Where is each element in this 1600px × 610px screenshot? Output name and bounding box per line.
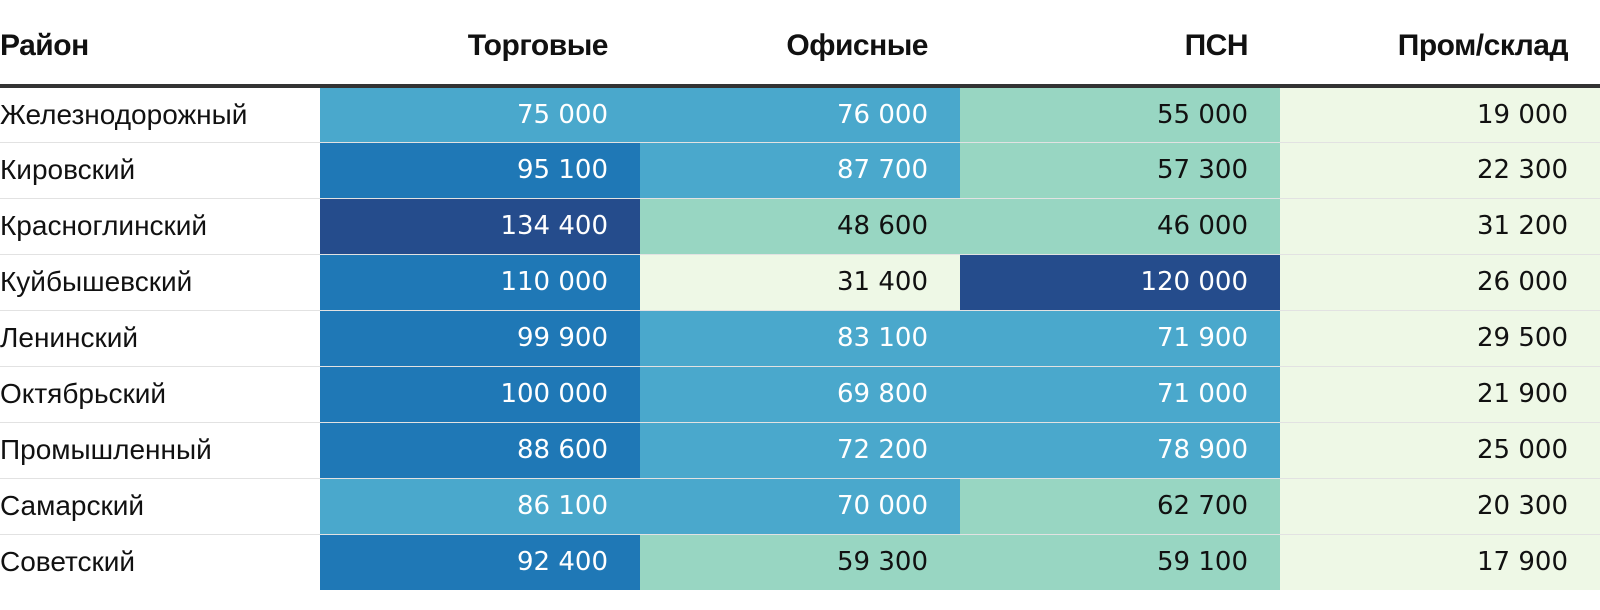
heatmap-table: Район Торговые Офисные ПСН Пром/склад Же… — [0, 0, 1600, 590]
value-cell-office: 31 400 — [640, 254, 960, 311]
district-name-cell: Октябрьский — [0, 366, 320, 423]
value-cell-psn: 78 900 — [960, 422, 1280, 479]
table-row: Красноглинский 134 400 48 600 46 000 31 200 — [0, 198, 1600, 255]
district-name-cell: Советский — [0, 534, 320, 590]
value-cell-office: 48 600 — [640, 198, 960, 255]
value-cell-psn: 59 100 — [960, 534, 1280, 590]
value-cell-retail: 100 000 — [320, 366, 640, 423]
value-cell-office: 69 800 — [640, 366, 960, 423]
district-name-cell: Красноглинский — [0, 198, 320, 255]
table-row: Советский 92 400 59 300 59 100 17 900 — [0, 534, 1600, 590]
table-row: Самарский 86 100 70 000 62 700 20 300 — [0, 478, 1600, 535]
table-row: Куйбышевский 110 000 31 400 120 000 26 000 — [0, 254, 1600, 311]
value-cell-office: 87 700 — [640, 142, 960, 199]
value-cell-retail: 99 900 — [320, 310, 640, 367]
column-header-industrial[interactable]: Пром/склад — [1280, 0, 1600, 88]
heatmap-table-container: Район Торговые Офисные ПСН Пром/склад Же… — [0, 0, 1600, 590]
value-cell-psn: 57 300 — [960, 142, 1280, 199]
table-body: Железнодорожный 75 000 76 000 55 000 19 000 К… — [0, 86, 1600, 590]
district-name-cell: Железнодорожный — [0, 86, 320, 143]
value-cell-retail: 75 000 — [320, 86, 640, 143]
table-header: Район Торговые Офисные ПСН Пром/склад — [0, 0, 1600, 88]
column-header-psn[interactable]: ПСН — [960, 0, 1280, 88]
value-cell-retail: 95 100 — [320, 142, 640, 199]
table-row: Ленинский 99 900 83 100 71 900 29 500 — [0, 310, 1600, 367]
column-header-district[interactable]: Район — [0, 0, 320, 88]
value-cell-industrial: 25 000 — [1280, 422, 1600, 479]
table-row: Железнодорожный 75 000 76 000 55 000 19 000 — [0, 86, 1600, 143]
district-name-cell: Кировский — [0, 142, 320, 199]
value-cell-industrial: 29 500 — [1280, 310, 1600, 367]
table-row: Промышленный 88 600 72 200 78 900 25 000 — [0, 422, 1600, 479]
value-cell-retail: 86 100 — [320, 478, 640, 535]
district-name-cell: Промышленный — [0, 422, 320, 479]
value-cell-retail: 88 600 — [320, 422, 640, 479]
value-cell-industrial: 22 300 — [1280, 142, 1600, 199]
value-cell-retail: 92 400 — [320, 534, 640, 590]
value-cell-industrial: 26 000 — [1280, 254, 1600, 311]
district-name-cell: Ленинский — [0, 310, 320, 367]
value-cell-psn: 55 000 — [960, 86, 1280, 143]
value-cell-industrial: 19 000 — [1280, 86, 1600, 143]
value-cell-psn: 62 700 — [960, 478, 1280, 535]
column-header-retail[interactable]: Торговые — [320, 0, 640, 88]
value-cell-office: 76 000 — [640, 86, 960, 143]
table-row: Октябрьский 100 000 69 800 71 000 21 900 — [0, 366, 1600, 423]
header-row: Район Торговые Офисные ПСН Пром/склад — [0, 0, 1600, 88]
value-cell-industrial: 21 900 — [1280, 366, 1600, 423]
district-name-cell: Самарский — [0, 478, 320, 535]
value-cell-psn: 120 000 — [960, 254, 1280, 311]
value-cell-retail: 134 400 — [320, 198, 640, 255]
value-cell-psn: 71 900 — [960, 310, 1280, 367]
value-cell-industrial: 17 900 — [1280, 534, 1600, 590]
value-cell-office: 72 200 — [640, 422, 960, 479]
value-cell-psn: 71 000 — [960, 366, 1280, 423]
value-cell-psn: 46 000 — [960, 198, 1280, 255]
value-cell-office: 83 100 — [640, 310, 960, 367]
value-cell-retail: 110 000 — [320, 254, 640, 311]
column-header-office[interactable]: Офисные — [640, 0, 960, 88]
table-row: Кировский 95 100 87 700 57 300 22 300 — [0, 142, 1600, 199]
value-cell-industrial: 20 300 — [1280, 478, 1600, 535]
value-cell-industrial: 31 200 — [1280, 198, 1600, 255]
value-cell-office: 59 300 — [640, 534, 960, 590]
value-cell-office: 70 000 — [640, 478, 960, 535]
district-name-cell: Куйбышевский — [0, 254, 320, 311]
